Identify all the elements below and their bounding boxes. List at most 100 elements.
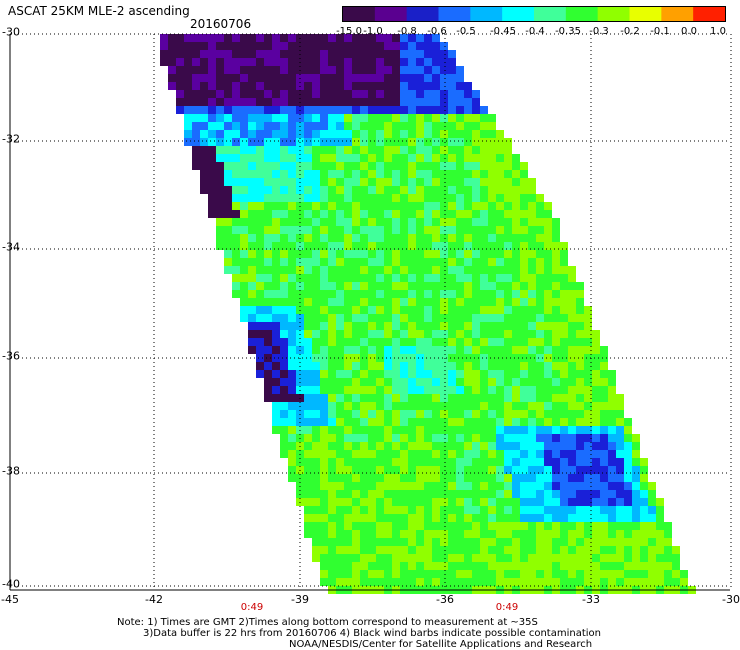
- swath-cell: [176, 82, 184, 90]
- swath-cell: [408, 130, 416, 138]
- swath-cell: [432, 146, 440, 154]
- swath-cell: [344, 218, 352, 226]
- swath-cell: [584, 474, 592, 482]
- swath-cell: [432, 226, 440, 234]
- swath-cell: [344, 66, 352, 74]
- swath-cell: [408, 354, 416, 362]
- swath-cell: [544, 306, 552, 314]
- swath-cell: [304, 50, 312, 58]
- swath-cell: [536, 410, 544, 418]
- swath-cell: [256, 122, 264, 130]
- swath-cell: [600, 570, 608, 578]
- swath-cell: [376, 538, 384, 546]
- swath-cell: [568, 482, 576, 490]
- swath-cell: [280, 394, 288, 402]
- swath-cell: [480, 218, 488, 226]
- swath-cell: [264, 138, 272, 146]
- swath-cell: [352, 306, 360, 314]
- swath-cell: [328, 450, 336, 458]
- swath-cell: [264, 90, 272, 98]
- colorbar-label: -0.45: [490, 26, 516, 37]
- swath-cell: [600, 522, 608, 530]
- swath-cell: [344, 234, 352, 242]
- swath-cell: [320, 290, 328, 298]
- swath-cell: [408, 298, 416, 306]
- swath-cell: [520, 402, 528, 410]
- swath-cell: [216, 42, 224, 50]
- swath-cell: [352, 394, 360, 402]
- swath-cell: [536, 218, 544, 226]
- swath-cell: [168, 50, 176, 58]
- swath-cell: [400, 114, 408, 122]
- swath-cell: [520, 226, 528, 234]
- swath-cell: [456, 426, 464, 434]
- swath-cell: [272, 322, 280, 330]
- swath-cell: [328, 466, 336, 474]
- swath-cell: [392, 538, 400, 546]
- swath-cell: [408, 58, 416, 66]
- swath-cell: [256, 34, 264, 42]
- swath-cell: [264, 122, 272, 130]
- swath-cell: [616, 450, 624, 458]
- swath-cell: [232, 98, 240, 106]
- swath-cell: [192, 90, 200, 98]
- swath-cell: [528, 522, 536, 530]
- swath-cell: [440, 42, 448, 50]
- swath-cell: [488, 490, 496, 498]
- swath-cell: [328, 314, 336, 322]
- swath-cell: [456, 482, 464, 490]
- swath-cell: [336, 306, 344, 314]
- swath-cell: [640, 546, 648, 554]
- swath-cell: [496, 434, 504, 442]
- swath-cell: [592, 522, 600, 530]
- swath-cell: [448, 426, 456, 434]
- swath-cell: [376, 194, 384, 202]
- swath-cell: [248, 298, 256, 306]
- swath-cell: [512, 442, 520, 450]
- swath-cell: [240, 178, 248, 186]
- swath-cell: [520, 530, 528, 538]
- swath-cell: [584, 570, 592, 578]
- swath-cell: [464, 218, 472, 226]
- swath-cell: [480, 530, 488, 538]
- swath-cell: [232, 266, 240, 274]
- swath-cell: [384, 82, 392, 90]
- swath-cell: [424, 394, 432, 402]
- swath-cell: [464, 482, 472, 490]
- swath-cell: [584, 498, 592, 506]
- swath-cell: [320, 514, 328, 522]
- swath-cell: [368, 274, 376, 282]
- swath-cell: [560, 490, 568, 498]
- swath-cell: [448, 138, 456, 146]
- swath-cell: [568, 410, 576, 418]
- swath-cell: [312, 490, 320, 498]
- swath-cell: [432, 354, 440, 362]
- swath-cell: [168, 74, 176, 82]
- swath-cell: [304, 514, 312, 522]
- swath-cell: [400, 474, 408, 482]
- swath-cell: [424, 82, 432, 90]
- swath-cell: [664, 522, 672, 530]
- swath-cell: [576, 402, 584, 410]
- swath-cell: [288, 138, 296, 146]
- swath-cell: [448, 162, 456, 170]
- swath-cell: [568, 322, 576, 330]
- swath-cell: [456, 98, 464, 106]
- swath-cell: [320, 98, 328, 106]
- swath-cell: [600, 562, 608, 570]
- swath-cell: [312, 154, 320, 162]
- swath-cell: [552, 226, 560, 234]
- swath-cell: [448, 482, 456, 490]
- swath-cell: [520, 578, 528, 586]
- swath-cell: [328, 258, 336, 266]
- swath-cell: [240, 282, 248, 290]
- swath-cell: [304, 362, 312, 370]
- swath-cell: [264, 34, 272, 42]
- swath-cell: [280, 298, 288, 306]
- swath-cell: [208, 154, 216, 162]
- swath-cell: [456, 386, 464, 394]
- swath-cell: [328, 250, 336, 258]
- swath-cell: [440, 122, 448, 130]
- swath-cell: [280, 82, 288, 90]
- swath-cell: [424, 378, 432, 386]
